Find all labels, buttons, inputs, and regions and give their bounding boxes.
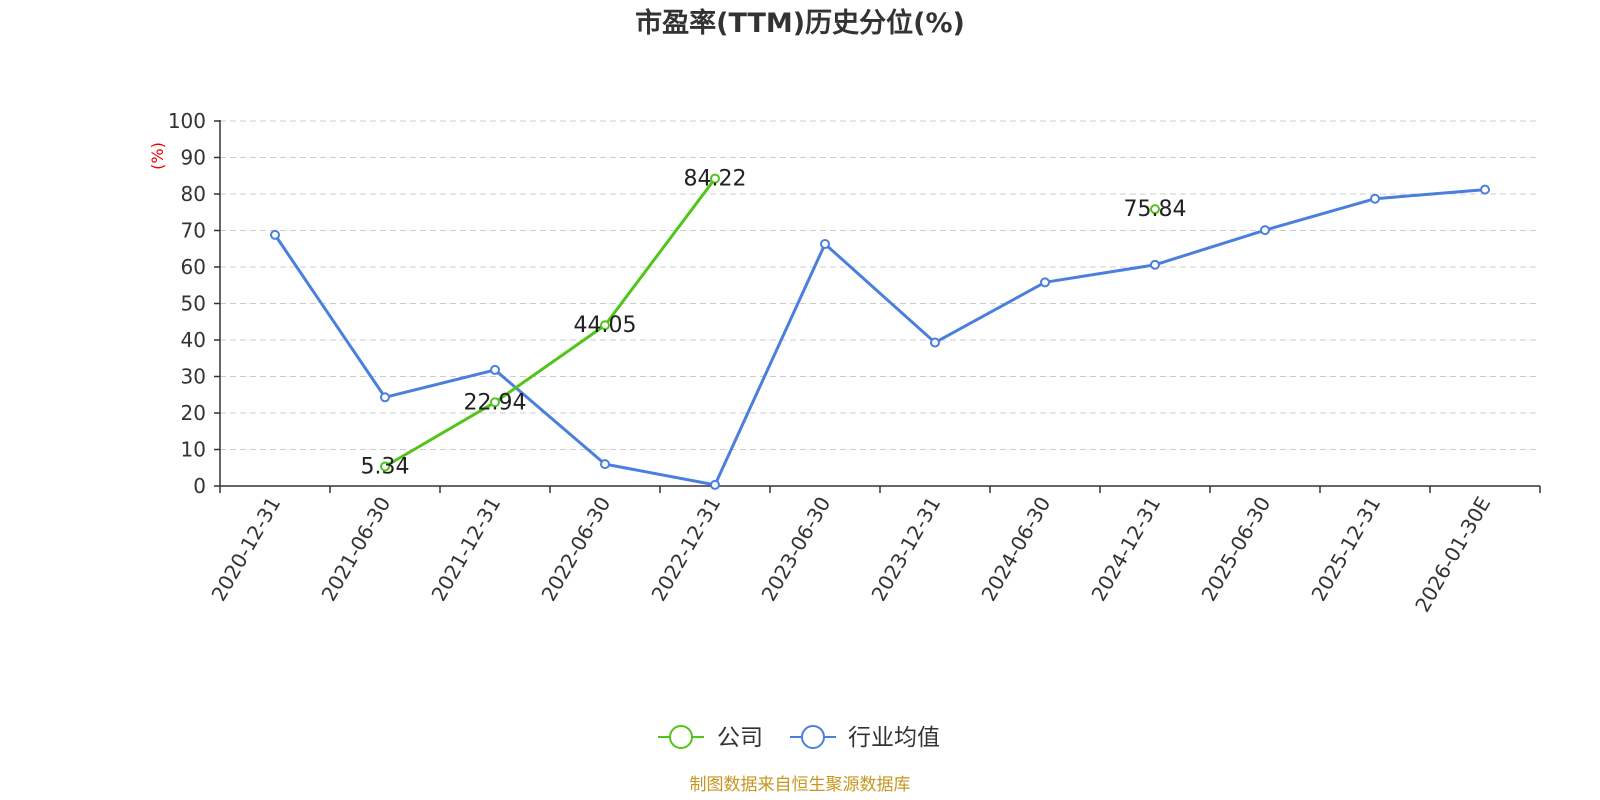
data-point (490, 364, 500, 375)
legend-marker (801, 725, 825, 749)
series-layer: 5.34 22.94 44.05 84.22 75.84 (270, 167, 1490, 490)
y-axis-label: (%) (148, 142, 167, 170)
y-tick-label: 80 (181, 182, 206, 206)
y-tick-label: 20 (181, 401, 206, 425)
data-point (1370, 193, 1380, 204)
series-0: 5.34 22.94 44.05 84.22 75.84 (361, 167, 1187, 480)
source-note: 制图数据来自恒生聚源数据库 (690, 775, 911, 795)
data-label: 84.22 (684, 167, 747, 192)
x-tick-label: 2025-06-30 (1196, 493, 1275, 606)
data-label: 22.94 (464, 390, 527, 415)
data-point (380, 461, 390, 472)
y-tick-label: 70 (181, 219, 206, 243)
x-tick-label: 2026-01-30E (1410, 493, 1495, 617)
x-tick-label: 2023-06-30 (756, 493, 835, 606)
series-line (273, 188, 1486, 487)
data-label: 5.34 (361, 455, 410, 480)
series-line (384, 177, 717, 468)
y-tick-label: 30 (181, 365, 206, 389)
x-tick-label: 2022-06-30 (536, 493, 615, 606)
x-tick-label: 2021-06-30 (316, 493, 395, 606)
legend-label: 公司 (717, 725, 763, 751)
data-point (600, 320, 610, 331)
legend-label: 行业均值 (848, 725, 940, 751)
y-tick-label: 40 (181, 328, 206, 352)
grid-layer (220, 120, 1540, 450)
data-label: 44.05 (574, 313, 637, 338)
data-point (270, 229, 280, 240)
data-point (710, 173, 720, 184)
x-tick-label: 2024-06-30 (976, 493, 1055, 606)
legend-item[interactable]: 行业均值 (790, 725, 940, 751)
data-point (490, 397, 500, 408)
data-point (1150, 204, 1160, 215)
chart-title: 市盈率(TTM)历史分位(%) (635, 7, 965, 39)
data-point (380, 392, 390, 403)
series-1 (270, 184, 1490, 490)
x-tick-label: 2020-12-31 (206, 493, 285, 606)
legend: 公司 行业均值 (658, 725, 940, 751)
data-point (820, 239, 830, 250)
x-tick-label: 2021-12-31 (426, 493, 505, 606)
data-point (1260, 225, 1270, 236)
data-point (1040, 277, 1050, 288)
data-point (930, 337, 940, 348)
x-tick-label: 2024-12-31 (1086, 493, 1165, 606)
data-point (1480, 184, 1490, 195)
data-point (600, 459, 610, 470)
x-tick-label: 2022-12-31 (646, 493, 725, 606)
data-point (1150, 259, 1160, 270)
x-tick-label: 2023-12-31 (866, 493, 945, 606)
y-tick-label: 50 (181, 292, 206, 316)
data-label: 75.84 (1124, 197, 1187, 222)
data-point (710, 479, 720, 490)
x-tick-label: 2025-12-31 (1306, 493, 1385, 606)
legend-marker (669, 725, 693, 749)
y-tick-label: 10 (181, 438, 206, 462)
y-tick-label: 0 (193, 474, 206, 498)
y-tick-label: 60 (181, 255, 206, 279)
y-tick-label: 90 (181, 146, 206, 170)
legend-item[interactable]: 公司 (658, 725, 763, 751)
y-tick-label: 100 (168, 109, 206, 133)
axis-layer: 0 10 20 30 40 50 60 70 80 90 100 2020-12-31 2021-06-… (168, 109, 1541, 617)
